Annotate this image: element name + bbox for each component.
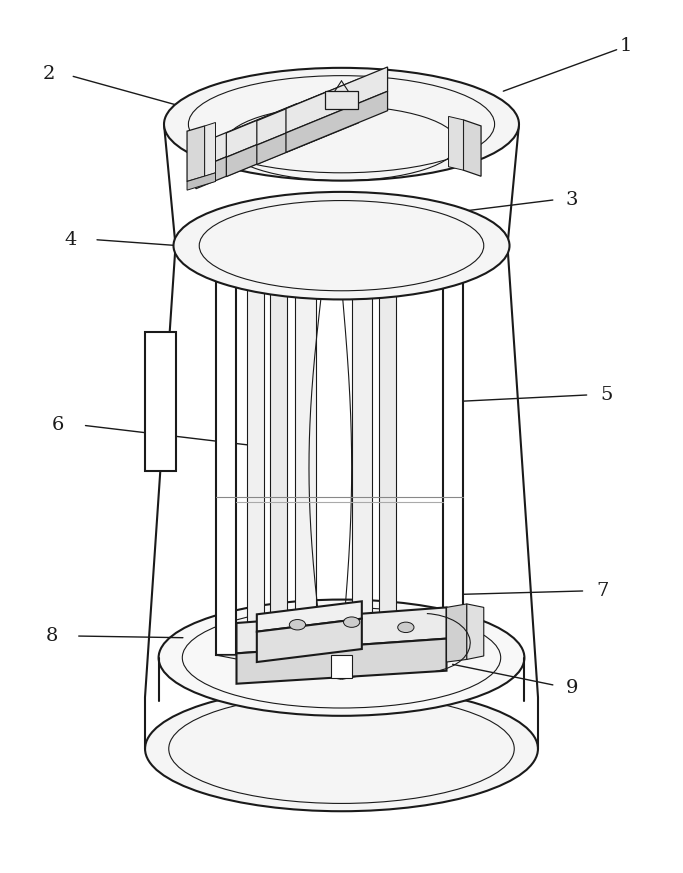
Polygon shape bbox=[247, 285, 264, 650]
Ellipse shape bbox=[145, 686, 538, 811]
Text: 5: 5 bbox=[601, 386, 613, 404]
Polygon shape bbox=[443, 280, 464, 655]
Ellipse shape bbox=[344, 617, 360, 628]
Polygon shape bbox=[187, 126, 205, 182]
Polygon shape bbox=[257, 601, 362, 632]
Polygon shape bbox=[196, 127, 298, 189]
Polygon shape bbox=[329, 256, 354, 277]
Polygon shape bbox=[196, 103, 298, 169]
Polygon shape bbox=[466, 604, 484, 659]
Polygon shape bbox=[449, 116, 464, 170]
Ellipse shape bbox=[290, 620, 305, 630]
Polygon shape bbox=[205, 122, 216, 176]
Text: 9: 9 bbox=[566, 679, 578, 697]
Text: 8: 8 bbox=[45, 627, 58, 645]
Polygon shape bbox=[286, 92, 387, 152]
Polygon shape bbox=[464, 120, 481, 176]
Polygon shape bbox=[217, 655, 342, 679]
Polygon shape bbox=[324, 92, 359, 108]
Text: 7: 7 bbox=[596, 582, 609, 600]
Ellipse shape bbox=[158, 600, 525, 716]
Text: 1: 1 bbox=[620, 38, 632, 55]
Text: 3: 3 bbox=[566, 190, 578, 209]
Polygon shape bbox=[226, 92, 328, 157]
Text: 6: 6 bbox=[52, 416, 64, 434]
Polygon shape bbox=[257, 79, 359, 145]
Polygon shape bbox=[217, 280, 236, 655]
Polygon shape bbox=[236, 639, 447, 684]
Polygon shape bbox=[342, 655, 464, 679]
Ellipse shape bbox=[173, 192, 510, 299]
Polygon shape bbox=[187, 173, 216, 190]
Polygon shape bbox=[257, 103, 359, 164]
Text: 2: 2 bbox=[42, 65, 55, 83]
Polygon shape bbox=[296, 285, 316, 650]
Polygon shape bbox=[379, 285, 395, 650]
Polygon shape bbox=[447, 604, 466, 662]
Text: 4: 4 bbox=[64, 230, 76, 249]
Polygon shape bbox=[286, 67, 387, 133]
Polygon shape bbox=[331, 655, 352, 677]
Ellipse shape bbox=[164, 68, 519, 181]
Polygon shape bbox=[226, 115, 328, 176]
Polygon shape bbox=[236, 608, 447, 653]
Polygon shape bbox=[257, 619, 362, 662]
Ellipse shape bbox=[398, 622, 414, 633]
Polygon shape bbox=[352, 285, 372, 650]
Polygon shape bbox=[270, 285, 288, 650]
Polygon shape bbox=[145, 333, 176, 471]
